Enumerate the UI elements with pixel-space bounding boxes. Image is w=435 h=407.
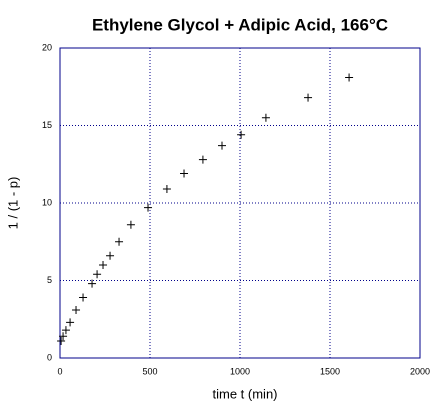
point: [59, 332, 68, 341]
x-axis-label: time t (min): [213, 386, 278, 401]
point: [66, 318, 75, 327]
point: [261, 113, 270, 122]
point: [126, 220, 135, 229]
point: [180, 169, 189, 178]
y-tick-label: 10: [42, 197, 52, 207]
point: [88, 279, 97, 288]
point: [61, 326, 70, 335]
y-tick-label: 20: [42, 42, 52, 52]
x-tick-label: 2000: [410, 366, 430, 376]
y-axis-label: 1 / (1 - p): [5, 177, 20, 230]
point: [57, 336, 66, 345]
point: [93, 270, 102, 279]
point: [79, 293, 88, 302]
point: [198, 155, 207, 164]
chart-title: Ethylene Glycol + Adipic Acid, 166°C: [92, 15, 388, 34]
point: [106, 251, 115, 260]
point: [304, 93, 313, 102]
y-tick-label: 5: [47, 275, 52, 285]
x-tick-label: 0: [57, 366, 62, 376]
point: [218, 141, 226, 150]
y-tick-label: 15: [42, 120, 52, 130]
point: [72, 305, 81, 314]
point: [345, 73, 354, 82]
point: [237, 130, 246, 139]
y-tick-label: 0: [47, 352, 52, 362]
point: [144, 203, 153, 212]
point: [115, 237, 124, 246]
point: [162, 185, 171, 194]
x-tick-label: 500: [142, 366, 157, 376]
plot-frame: [59, 47, 421, 359]
point: [99, 261, 108, 269]
x-tick-label: 1500: [320, 366, 340, 376]
x-tick-label: 1000: [230, 366, 250, 376]
